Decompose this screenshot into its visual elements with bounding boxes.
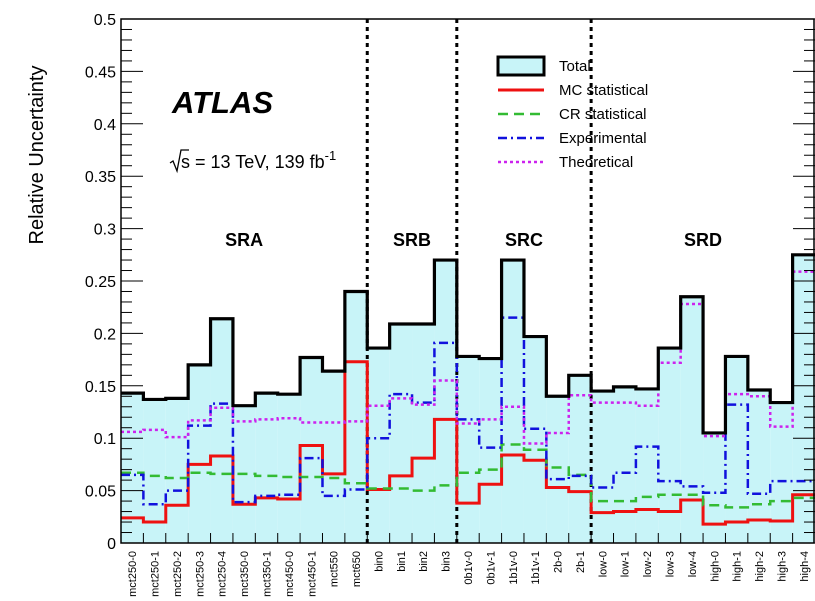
y-tick-label-0.45: 0.45 bbox=[85, 64, 116, 81]
y-tick-label-0.35: 0.35 bbox=[85, 169, 116, 186]
x-tick-label-bin3: bin3 bbox=[441, 551, 453, 572]
total-bar-1b1v-1 bbox=[523, 336, 547, 543]
legend-swatch-total bbox=[496, 55, 546, 77]
energy-text: s = 13 TeV, 139 fb bbox=[181, 152, 325, 172]
legend-label-total: Total bbox=[559, 58, 591, 75]
lumi-exponent: -1 bbox=[325, 148, 337, 163]
total-bar-low-1 bbox=[613, 386, 636, 543]
series-line-mc-statistical bbox=[121, 360, 815, 526]
region-label-SRD: SRD bbox=[684, 230, 722, 250]
total-bar-high-0 bbox=[703, 432, 726, 543]
legend: Total MC statistical CR statistical Experim… bbox=[496, 55, 648, 171]
x-tick-label-high-2: high-2 bbox=[754, 551, 766, 582]
region-label-SRB: SRB bbox=[393, 230, 431, 250]
total-bar-low-2 bbox=[635, 388, 659, 543]
x-tick-label-high-1: high-1 bbox=[732, 551, 744, 582]
total-bar-0b1v-0 bbox=[456, 356, 480, 543]
y-tick-label-0.2: 0.2 bbox=[94, 326, 116, 343]
x-tick-label-low-1: low-1 bbox=[620, 551, 632, 577]
x-tick-label-2b-0: 2b-0 bbox=[553, 551, 565, 573]
series-line-total bbox=[121, 253, 815, 435]
sqrt-symbol bbox=[169, 149, 189, 174]
total-bar-low-0 bbox=[591, 391, 614, 543]
total-bar-0b1v-1 bbox=[479, 358, 502, 543]
atlas-label-group: ATLAS s = 13 TeV, 139 fb-1 bbox=[169, 85, 336, 174]
y-tick-label-0.1: 0.1 bbox=[94, 431, 116, 448]
region-label-SRA: SRA bbox=[225, 230, 263, 250]
total-bar-mct450-1 bbox=[300, 357, 323, 543]
y-axis-label: Relative Uncertainty bbox=[26, 66, 48, 245]
total-bar-mct250-3 bbox=[188, 364, 211, 543]
total-bar-mct250-0 bbox=[121, 393, 144, 543]
legend-label-experimental: Experimental bbox=[559, 130, 647, 147]
legend-label-mc-statistical: MC statistical bbox=[559, 82, 648, 99]
y-tick-label-0.15: 0.15 bbox=[85, 379, 116, 396]
total-bar-bin2 bbox=[412, 323, 435, 543]
x-tick-label-high-4: high-4 bbox=[799, 551, 811, 582]
series-line-theoretical bbox=[121, 270, 815, 445]
x-tick-label-high-3: high-3 bbox=[776, 551, 788, 582]
total-bar-1b1v-0 bbox=[501, 260, 524, 543]
y-tick-label-0.25: 0.25 bbox=[85, 274, 116, 291]
total-bar-2b-0 bbox=[546, 396, 569, 543]
total-bar-mct650 bbox=[344, 291, 368, 543]
total-bar-mct250-4 bbox=[210, 318, 233, 543]
x-tick-label-bin1: bin1 bbox=[396, 551, 408, 572]
x-tick-label-mct250-4: mct250-4 bbox=[217, 551, 229, 597]
y-tick-label-0.4: 0.4 bbox=[94, 117, 116, 134]
total-bar-2b-1 bbox=[568, 375, 592, 543]
x-tick-label-1b1v-0: 1b1v-0 bbox=[508, 551, 520, 585]
x-tick-label-mct450-1: mct450-1 bbox=[306, 551, 318, 597]
total-bar-mct250-1 bbox=[143, 399, 166, 543]
energy-lumi-label: s = 13 TeV, 139 fb-1 bbox=[181, 148, 336, 172]
y-tick-label-0: 0 bbox=[107, 536, 116, 553]
x-tick-label-mct550: mct550 bbox=[329, 551, 341, 587]
x-tick-label-high-0: high-0 bbox=[709, 551, 721, 582]
total-bar-low-3 bbox=[658, 348, 681, 543]
x-tick-label-mct350-1: mct350-1 bbox=[262, 551, 274, 597]
legend-label-theoretical: Theoretical bbox=[559, 154, 633, 171]
x-tick-label-mct250-0: mct250-0 bbox=[127, 551, 139, 597]
x-tick-label-low-3: low-3 bbox=[664, 551, 676, 577]
x-tick-label-low-4: low-4 bbox=[687, 551, 699, 577]
total-bar-bin0 bbox=[367, 348, 390, 543]
x-tick-label-mct250-1: mct250-1 bbox=[150, 551, 162, 597]
x-tick-label-0b1v-0: 0b1v-0 bbox=[463, 551, 475, 585]
x-tick-label-mct250-3: mct250-3 bbox=[194, 551, 206, 597]
total-bar-high-4 bbox=[792, 254, 815, 544]
y-tick-label-0.05: 0.05 bbox=[85, 484, 116, 501]
x-tick-label-mct650: mct650 bbox=[351, 551, 363, 587]
x-tick-label-bin2: bin2 bbox=[418, 551, 430, 572]
x-tick-label-mct250-2: mct250-2 bbox=[172, 551, 184, 597]
total-bar-bin1 bbox=[389, 323, 413, 543]
total-bar-mct250-2 bbox=[165, 398, 189, 543]
x-tick-label-bin0: bin0 bbox=[373, 551, 385, 572]
x-tick-label-mct350-0: mct350-0 bbox=[239, 551, 251, 597]
total-bar-mct350-1 bbox=[255, 393, 278, 543]
x-tick-label-2b-1: 2b-1 bbox=[575, 551, 587, 573]
y-tick-label-0.5: 0.5 bbox=[94, 12, 116, 29]
x-tick-label-low-0: low-0 bbox=[597, 551, 609, 577]
region-label-SRC: SRC bbox=[505, 230, 543, 250]
total-bar-mct450-0 bbox=[277, 394, 301, 543]
plot-area: 0 0.05 0.1 0.15 0.2 0.25 0.3 0.35 0.4 0.45 0.5 mct2… bbox=[85, 12, 815, 597]
total-bar-high-3 bbox=[770, 402, 793, 543]
total-bar-low-4 bbox=[680, 296, 704, 543]
x-tick-label-mct450-0: mct450-0 bbox=[284, 551, 296, 597]
legend-label-cr-statistical: CR statistical bbox=[559, 106, 647, 123]
x-tick-label-1b1v-1: 1b1v-1 bbox=[530, 551, 542, 585]
y-tick-label-0.3: 0.3 bbox=[94, 222, 116, 239]
total-bar-mct550 bbox=[322, 371, 345, 543]
atlas-label: ATLAS bbox=[171, 85, 273, 120]
total-bar-bin3 bbox=[434, 260, 457, 543]
total-bar-high-1 bbox=[725, 356, 748, 543]
x-tick-label-0b1v-1: 0b1v-1 bbox=[485, 551, 497, 585]
series-line-cr-statistical bbox=[121, 443, 815, 509]
x-tick-label-low-2: low-2 bbox=[642, 551, 654, 577]
